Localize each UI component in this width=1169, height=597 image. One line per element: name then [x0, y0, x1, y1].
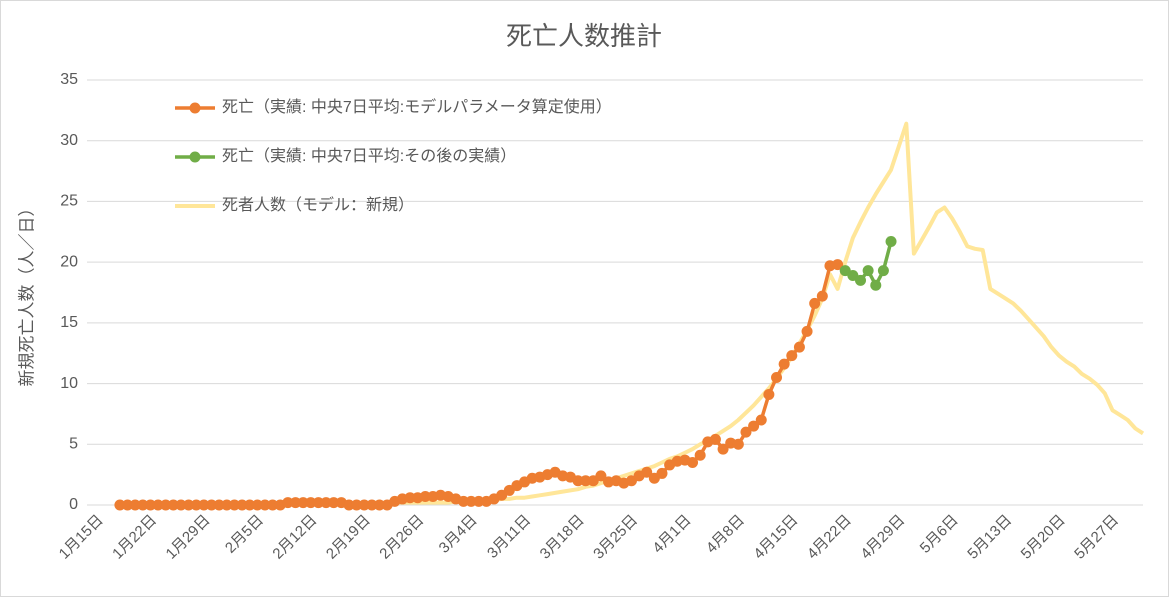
- point: [160, 499, 172, 511]
- point: [312, 497, 324, 509]
- y-axis-label: 新規死亡人数（人／日）: [17, 200, 36, 387]
- point: [771, 372, 783, 383]
- point: [572, 475, 584, 487]
- point: [870, 279, 882, 291]
- legend-label: 死者人数（モデル：新規）: [222, 195, 414, 214]
- point: [290, 497, 302, 509]
- point: [259, 499, 271, 511]
- point: [213, 499, 225, 511]
- chart-title: 死亡人数推計: [506, 21, 662, 51]
- y-tick-label: 10: [60, 375, 78, 392]
- point: [457, 495, 469, 507]
- point: [251, 499, 263, 511]
- y-tick-label: 20: [60, 253, 78, 270]
- y-tick-label: 0: [69, 496, 78, 513]
- point: [404, 492, 416, 504]
- point: [465, 495, 477, 507]
- point: [343, 499, 355, 511]
- point: [709, 433, 721, 445]
- point: [373, 499, 385, 511]
- point: [122, 499, 134, 511]
- point: [236, 499, 248, 511]
- point: [305, 497, 317, 509]
- point: [473, 495, 485, 507]
- point: [877, 265, 889, 277]
- legend-label: 死亡（実績: 中央7日平均:モデルパラメータ算定使用）: [222, 97, 612, 116]
- point: [885, 236, 897, 247]
- point: [641, 466, 653, 478]
- legend-marker: [189, 102, 201, 114]
- point: [862, 265, 874, 277]
- point: [855, 274, 867, 286]
- point: [190, 499, 202, 511]
- point: [282, 497, 294, 509]
- point: [114, 499, 126, 511]
- point: [656, 467, 668, 479]
- y-tick-label: 30: [60, 132, 78, 149]
- point: [793, 341, 805, 353]
- point: [358, 499, 370, 511]
- point: [267, 499, 279, 511]
- point: [351, 499, 363, 511]
- y-tick-label: 35: [60, 71, 78, 88]
- point: [801, 325, 813, 337]
- point: [786, 350, 798, 362]
- point: [144, 499, 156, 511]
- point: [778, 358, 790, 370]
- point: [320, 497, 332, 509]
- point: [183, 499, 195, 511]
- y-tick-label: 25: [60, 193, 78, 210]
- point: [740, 426, 752, 438]
- legend-label: 死亡（実績: 中央7日平均:その後の実績）: [222, 147, 516, 165]
- point: [175, 499, 187, 511]
- point: [206, 499, 218, 511]
- point: [717, 443, 729, 455]
- point: [809, 297, 821, 309]
- point: [755, 414, 767, 426]
- point: [595, 470, 607, 482]
- y-tick-label: 5: [69, 436, 78, 453]
- point: [763, 389, 775, 400]
- point: [580, 475, 592, 487]
- point: [328, 497, 340, 509]
- point: [228, 499, 240, 511]
- y-tick-label: 15: [60, 314, 78, 331]
- point: [694, 449, 706, 461]
- point: [152, 499, 164, 511]
- point: [816, 290, 828, 302]
- point: [129, 499, 141, 511]
- legend-marker: [189, 151, 201, 163]
- point: [832, 259, 844, 271]
- point: [419, 491, 431, 502]
- point: [732, 438, 744, 450]
- point: [366, 499, 378, 511]
- point: [297, 497, 309, 509]
- point: [687, 457, 699, 468]
- point: [167, 499, 179, 511]
- point: [748, 420, 760, 432]
- point: [221, 499, 233, 511]
- point: [198, 499, 210, 511]
- point: [244, 499, 256, 511]
- point: [137, 499, 149, 511]
